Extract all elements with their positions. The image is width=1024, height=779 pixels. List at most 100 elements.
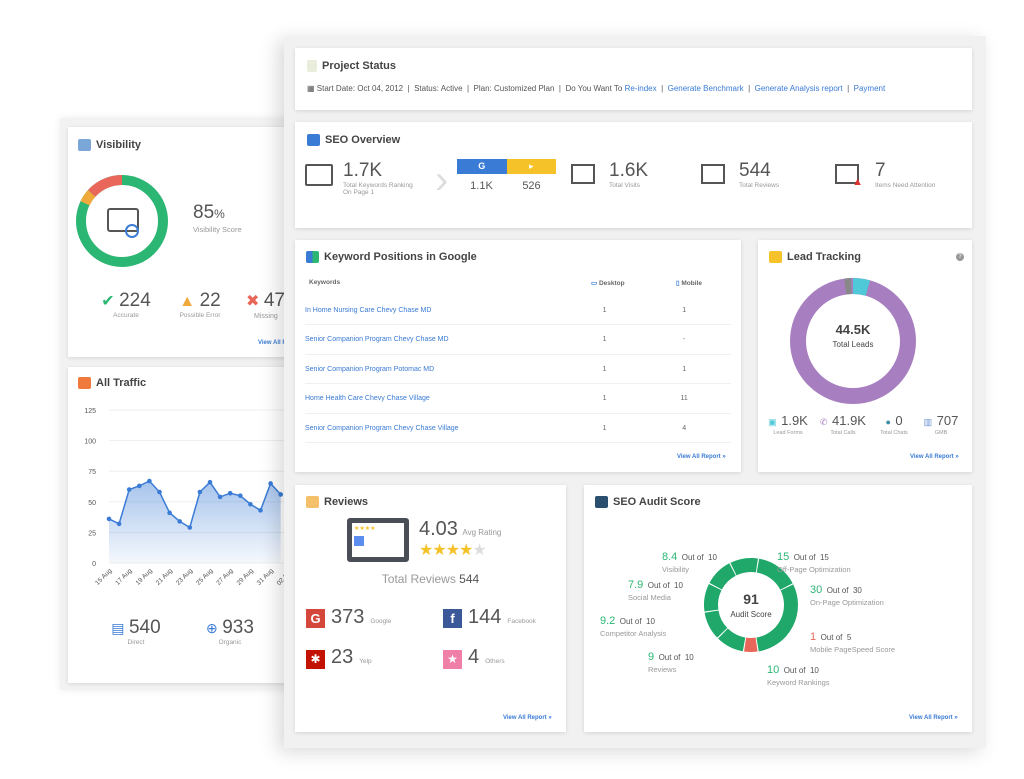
traffic-point[interactable] xyxy=(137,483,142,489)
keywords-view-all[interactable]: View All Report » xyxy=(677,454,726,460)
y-tick-label: 100 xyxy=(84,439,96,446)
yelp-reviews-label: Yelp xyxy=(359,658,372,665)
audit-item: 30 Out of 30 On-Page Optimization xyxy=(810,580,884,607)
traffic-point[interactable] xyxy=(106,516,112,522)
col-mobile: Mobile xyxy=(681,280,702,287)
keyword-link[interactable]: Senior Companion Program Potomac MD xyxy=(305,365,435,373)
start-date: Oct 04, 2012 xyxy=(357,84,404,93)
review-screen-icon: ★★★★ xyxy=(347,518,409,562)
bing-tab[interactable]: ▸ xyxy=(506,159,556,174)
reindex-link[interactable]: Re-index xyxy=(624,84,657,93)
avg-rating-label: Avg Rating xyxy=(462,528,502,537)
traffic-point[interactable] xyxy=(126,487,132,492)
status-label: Status: xyxy=(414,84,439,93)
view-all-link[interactable]: View All Report xyxy=(258,340,302,346)
audit-segment xyxy=(718,628,746,652)
gmb-value: 707 xyxy=(936,413,959,428)
audit-out-of: Out of xyxy=(619,617,642,626)
x-tick-label: 31 Aug xyxy=(256,567,276,587)
x-tick-label: 15 Aug xyxy=(94,567,114,587)
mobile-icon: ▯ xyxy=(676,280,680,287)
audit-item: 1 Out of 5 Mobile PageSpeed Score xyxy=(810,627,895,654)
keyword-link[interactable]: Home Health Care Chevy Chase Village xyxy=(305,395,430,402)
audit-out-of: Out of xyxy=(783,666,806,675)
desktop-icon: ▭ xyxy=(591,280,598,287)
engine-tabs: G ▸ xyxy=(457,159,556,174)
traffic-point[interactable] xyxy=(268,481,273,486)
table-row: Senior Companion Program Potomac MD 1 1 xyxy=(305,355,731,384)
reviews-card: Reviews ★★★★ 4.03 Avg Rating ★★★★★ Total… xyxy=(295,485,566,732)
audit-item-max: 10 xyxy=(809,666,819,675)
keywords-monitor-icon xyxy=(305,164,333,186)
traffic-point[interactable] xyxy=(238,493,243,498)
reviews-view-all[interactable]: View All Report » xyxy=(503,715,552,721)
audit-item-value: 30 xyxy=(810,584,823,596)
traffic-point[interactable] xyxy=(207,479,213,485)
audit-item-value: 1 xyxy=(810,631,817,643)
audit-item: 15 Out of 15 Off-Page Optimization xyxy=(777,547,851,574)
traffic-point[interactable] xyxy=(177,519,182,524)
attention-label: Items Need Attention xyxy=(875,182,936,189)
traffic-point[interactable] xyxy=(258,508,263,513)
audit-item-label: On-Page Optimization xyxy=(810,598,884,607)
x-tick-label: 23 Aug xyxy=(175,567,195,587)
x-tick-label: 17 Aug xyxy=(114,567,134,587)
benchmark-link[interactable]: Generate Benchmark xyxy=(667,84,744,93)
phone-icon: ✆ xyxy=(820,417,828,427)
audit-title-text: SEO Audit Score xyxy=(613,496,701,508)
audit-item-label: Visibility xyxy=(662,565,689,574)
keyword-link[interactable]: In Home Nursing Care Chevy Chase MD xyxy=(305,306,432,314)
google-tab[interactable]: G xyxy=(457,159,507,174)
audit-view-all[interactable]: View All Report » xyxy=(909,715,958,721)
reviews-title: Reviews xyxy=(306,496,368,508)
help-icon[interactable]: ? xyxy=(956,253,964,261)
audit-item-label: Reviews xyxy=(648,665,677,674)
chart-icon xyxy=(307,134,320,146)
reviews-label: Total Reviews xyxy=(739,182,780,189)
traffic-area xyxy=(109,480,281,563)
leads-view-all[interactable]: View All Report » xyxy=(910,454,959,460)
traffic-title: All Traffic xyxy=(78,377,146,389)
col-keywords: Keywords xyxy=(309,279,341,286)
traffic-point[interactable] xyxy=(187,525,193,530)
leads-donut xyxy=(790,278,916,404)
others-star-icon: ★ xyxy=(443,650,462,669)
desktop-rank: 1 xyxy=(602,424,607,432)
facebook-icon: f xyxy=(443,609,462,628)
seo-title-text: SEO Overview xyxy=(325,134,401,146)
facebook-reviews-label: Facebook xyxy=(507,618,536,625)
table-row: Senior Companion Program Chevy Chase Vil… xyxy=(305,414,731,443)
traffic-point[interactable] xyxy=(147,478,152,484)
seo-audit-card: SEO Audit Score 91 Audit Score 8.4 Out o… xyxy=(584,485,972,732)
check-icon: ✔ xyxy=(101,293,115,310)
audit-item-max: 10 xyxy=(674,581,683,590)
audit-item: 7.9 Out of 10 Social Media xyxy=(628,575,683,602)
keyword-link[interactable]: Senior Companion Program Chevy Chase Vil… xyxy=(305,424,459,432)
lead-tracking-card: Lead Tracking ? 44.5K Total Leads ▣ 1.9K… xyxy=(758,240,972,472)
google-value: 1.1K xyxy=(470,180,493,192)
traffic-point[interactable] xyxy=(248,501,253,507)
traffic-point[interactable] xyxy=(197,489,203,495)
audit-score-label: Audit Score xyxy=(730,610,772,619)
traffic-point[interactable] xyxy=(157,489,162,495)
traffic-point[interactable] xyxy=(116,521,122,527)
mobile-rank: - xyxy=(683,336,686,343)
traffic-chart: 0 25 50 75 100 125 15 Aug 17 Aug 19 Aug 21 Aug 23 … xyxy=(84,408,308,587)
traffic-point[interactable] xyxy=(167,510,172,516)
y-tick-label: 50 xyxy=(88,500,96,507)
payment-link[interactable]: Payment xyxy=(853,84,886,93)
traffic-point[interactable] xyxy=(217,494,223,500)
analysis-link[interactable]: Generate Analysis report xyxy=(754,84,843,93)
calendar-icon: ▦ xyxy=(307,84,315,93)
col-desktop: Desktop xyxy=(598,280,625,287)
x-tick-label: 25 Aug xyxy=(195,567,215,587)
audit-title: SEO Audit Score xyxy=(595,496,701,508)
traffic-point[interactable] xyxy=(278,492,283,497)
traffic-point[interactable] xyxy=(227,490,233,496)
audit-segment xyxy=(756,558,793,591)
keyword-link[interactable]: Senior Companion Program Chevy Chase MD xyxy=(305,336,449,343)
google-icon: G xyxy=(306,609,325,628)
x-tick-label: 19 Aug xyxy=(135,567,155,587)
traffic-card: All Traffic 0 25 50 75 100 125 15 Aug 17 Aug 19 … xyxy=(68,367,308,683)
audit-out-of: Out of xyxy=(820,633,843,642)
